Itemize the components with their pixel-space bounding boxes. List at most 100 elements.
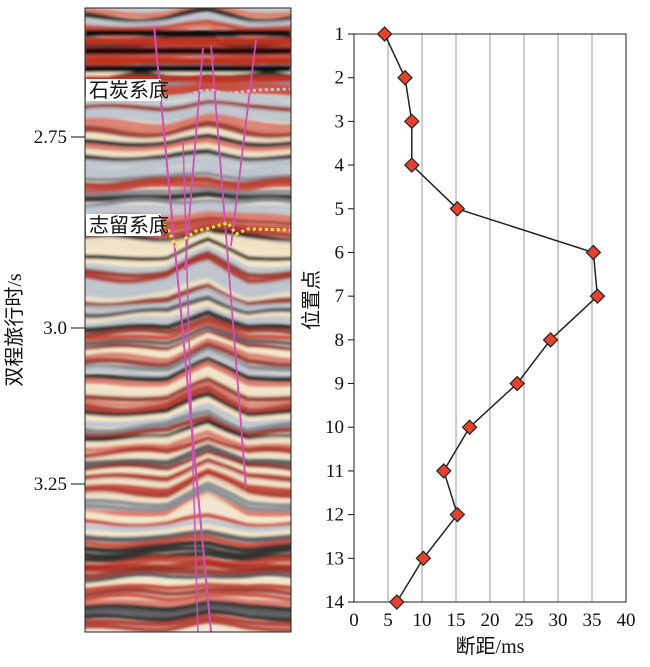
seismic-band: [85, 462, 291, 488]
data-point-marker: [376, 26, 393, 42]
seismic-band: [85, 245, 291, 273]
seismic-band: [85, 397, 291, 423]
seismic-band: [85, 424, 291, 450]
seismic-frame: [84, 7, 292, 633]
seismic-band: [85, 58, 291, 64]
seismic-band: [85, 30, 291, 36]
seismic-band: [85, 453, 291, 478]
data-point-marker: [589, 288, 606, 305]
seismic-reflection-bands: [85, 8, 291, 632]
seismic-band: [85, 402, 291, 428]
seismic-band: [85, 429, 291, 453]
seismic-band: [85, 578, 291, 588]
seismic-band: [85, 99, 291, 113]
seismic-band: [85, 475, 291, 505]
x-axis: 0 5 10 15 20 25 30 35 40: [349, 610, 635, 631]
seismic-band: [85, 346, 291, 373]
data-point-marker: [542, 331, 559, 348]
seismic-band: [85, 436, 291, 460]
seismic-band: [85, 153, 291, 168]
seismic-band: [85, 409, 291, 435]
fault-line: [230, 39, 257, 247]
y-axis-label: 位置点: [300, 270, 323, 330]
seismic-band: [85, 529, 291, 543]
x-tick-label: 5: [383, 610, 393, 631]
seismic-band: [85, 190, 291, 202]
seismic-band: [85, 116, 291, 135]
seismic-band: [85, 572, 291, 584]
seismic-panel: 石炭系底 志留系底 2.75 3.0 3.25 双程旅行时/s: [3, 7, 292, 633]
horizon-picks: [157, 87, 291, 249]
seismic-band: [85, 8, 291, 19]
seismic-band: [85, 523, 291, 538]
x-axis-label: 断距/ms: [456, 635, 525, 658]
seismic-band: [85, 142, 291, 159]
data-point-marker: [449, 200, 466, 217]
seismic-band: [85, 618, 291, 632]
y-tick-label: 2: [335, 68, 345, 89]
data-point-marker: [403, 113, 420, 130]
x-tick-label: 20: [481, 610, 500, 631]
y-tick-label: 4: [335, 155, 345, 176]
seismic-band: [85, 206, 291, 217]
seismic-band: [85, 551, 291, 563]
data-point-marker: [509, 375, 526, 392]
seismic-band: [85, 171, 291, 182]
y-tick-label: 3.25: [34, 474, 67, 495]
seismic-band: [85, 236, 291, 262]
seismic-band: [85, 38, 291, 44]
data-point-marker: [585, 244, 602, 261]
x-tick-label: 25: [515, 610, 534, 631]
y-tick-label: 6: [335, 242, 345, 263]
seismic-band: [85, 440, 291, 464]
fault-line: [210, 44, 247, 489]
seismic-band: [85, 182, 291, 194]
seismic-band: [85, 535, 291, 548]
seismic-band: [85, 126, 291, 144]
horizon-label-box: 石炭系底: [86, 79, 169, 102]
seismic-band: [85, 566, 291, 580]
y-tick-label: 14: [325, 592, 345, 613]
x-tick-label: 40: [617, 610, 636, 631]
y-tick-label: 3.0: [43, 318, 67, 339]
seismic-band: [85, 540, 291, 554]
x-tick-label: 0: [349, 610, 359, 631]
seismic-band: [85, 600, 291, 613]
fault-line: [184, 47, 204, 271]
seismic-band: [85, 241, 291, 268]
seismic-band: [85, 518, 291, 533]
seismic-band: [85, 66, 291, 72]
plot-frame: [353, 33, 627, 603]
seismic-band: [85, 360, 291, 388]
seismic-band: [85, 265, 291, 296]
seismic-band: [85, 349, 291, 380]
fault-lines: [153, 25, 257, 632]
data-point-marker: [397, 69, 413, 86]
data-point-marker: [415, 550, 432, 567]
seismic-band: [85, 13, 291, 28]
y-tick-label: 10: [325, 417, 344, 438]
y-tick-label: 11: [326, 461, 344, 482]
seismic-band: [85, 587, 291, 597]
seismic-band: [98, 8, 291, 13]
seismic-band: [85, 391, 291, 419]
seismic-band: [85, 148, 291, 163]
seismic-band: [85, 332, 291, 358]
seismic-band: [85, 449, 291, 473]
seismic-band: [85, 19, 291, 32]
horizon-carboniferous-base: [164, 87, 291, 102]
seismic-band: [85, 260, 291, 290]
seismic-band: [85, 546, 291, 558]
seismic-band: [85, 467, 291, 493]
seismic-band: [85, 337, 291, 364]
x-tick-label: 35: [583, 610, 602, 631]
seismic-band: [85, 324, 291, 347]
seismic-band: [85, 481, 291, 508]
seismic-band: [85, 414, 291, 440]
y-tick-label: 8: [335, 330, 345, 351]
y-axis-label: 双程旅行时/s: [3, 273, 26, 387]
seismic-band: [85, 419, 291, 442]
seismic-band: [85, 457, 291, 483]
